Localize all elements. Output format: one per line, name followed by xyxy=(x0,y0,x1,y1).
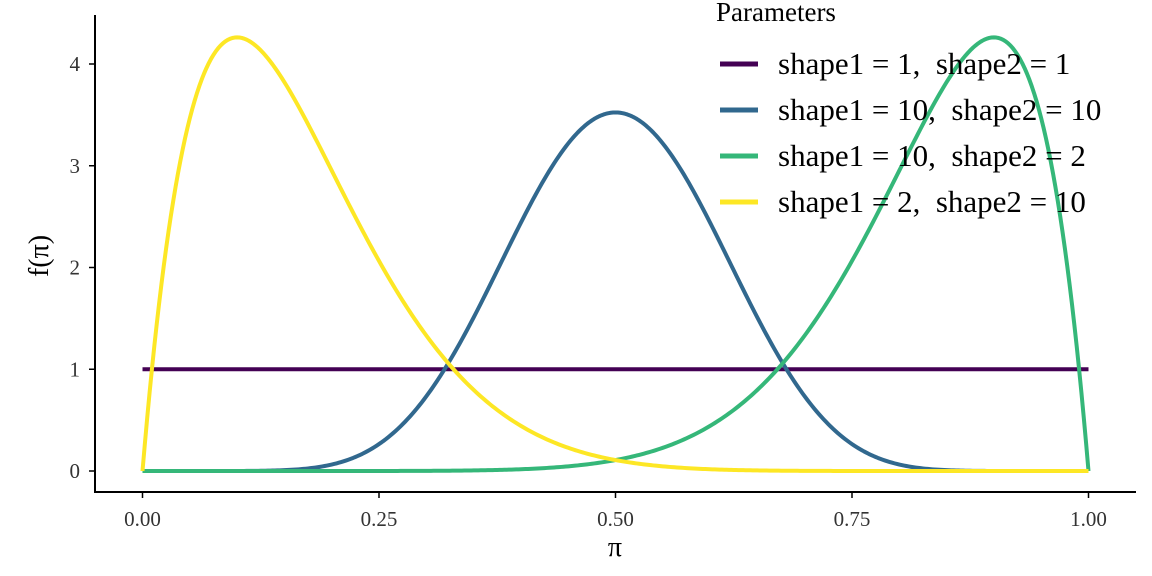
legend-label-0: shape1 = 1, shape2 = 1 xyxy=(778,46,1070,81)
x-tick-label: 0.50 xyxy=(597,507,634,531)
y-tick-label: 0 xyxy=(70,459,81,483)
x-tick-label: 0.75 xyxy=(834,507,871,531)
legend-title: Parameters xyxy=(716,0,836,27)
legend-label-1: shape1 = 10, shape2 = 10 xyxy=(778,92,1101,127)
series-line-3 xyxy=(140,35,1089,473)
legend-label-3: shape1 = 2, shape2 = 10 xyxy=(778,184,1086,219)
y-tick-label: 3 xyxy=(70,154,81,178)
plot-curves xyxy=(140,35,1091,473)
x-ticks: 0.00 0.25 0.50 0.75 1.00 xyxy=(124,492,1107,531)
axes xyxy=(94,15,1136,493)
y-tick-label: 4 xyxy=(70,52,81,76)
y-tick-label: 1 xyxy=(70,357,81,381)
x-tick-label: 0.00 xyxy=(124,507,161,531)
y-tick-label: 2 xyxy=(70,256,81,280)
y-axis-title: f(π) xyxy=(24,235,55,277)
legend: Parameters shape1 = 1, shape2 = 1 shape1 … xyxy=(716,0,1101,219)
y-ticks: 0 1 2 3 4 xyxy=(70,52,95,483)
x-axis-title: π xyxy=(608,532,622,563)
legend-label-2: shape1 = 10, shape2 = 2 xyxy=(778,138,1086,173)
x-tick-label: 1.00 xyxy=(1070,507,1107,531)
x-tick-label: 0.25 xyxy=(361,507,398,531)
